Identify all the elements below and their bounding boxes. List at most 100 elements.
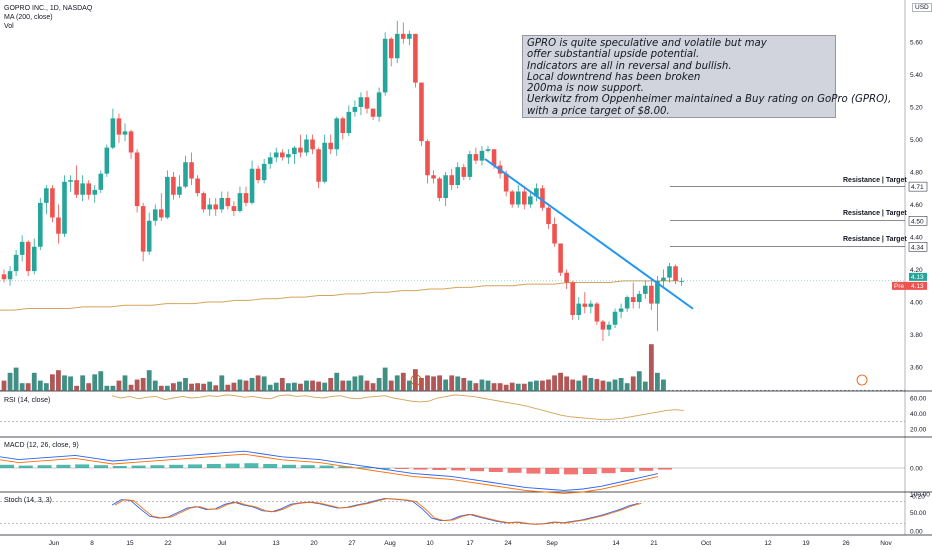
volume-bar — [171, 383, 176, 391]
volume-bar — [473, 383, 479, 391]
volume-bar — [346, 380, 352, 391]
macd-histogram-bar — [56, 464, 71, 468]
candle-body — [292, 147, 297, 155]
currency-badge[interactable]: USD — [912, 3, 932, 12]
candle-body — [86, 183, 91, 195]
volume-bar — [630, 376, 636, 391]
candle-body — [425, 141, 430, 176]
volume-bar — [201, 383, 207, 391]
volume-bar — [552, 375, 557, 391]
volume-bar — [13, 367, 19, 391]
volume-bar — [376, 378, 382, 391]
trendline — [484, 158, 694, 310]
candle-body — [74, 180, 79, 195]
rsi-line — [111, 394, 685, 421]
volume-bar — [636, 371, 642, 391]
candle-body — [534, 188, 539, 197]
volume-bar — [546, 379, 551, 391]
volume-bar — [122, 375, 128, 391]
symbol-legend: GOPRO INC., 1D, NASDAQ MA (200, close) V… — [4, 4, 92, 31]
volume-bar — [273, 382, 279, 391]
candle-body — [485, 149, 491, 151]
macd-histogram-bar — [582, 468, 597, 474]
macd-histogram-bar — [131, 465, 146, 468]
x-tick-label: 27 — [348, 540, 356, 547]
volume-bar — [1, 380, 7, 391]
volume-bar — [249, 378, 255, 391]
x-tick-label: Oct — [701, 540, 711, 547]
x-tick-label: 26 — [842, 540, 850, 547]
macd-histogram-bar — [169, 464, 184, 468]
volume-bar — [449, 375, 455, 391]
macd-tick-label: -0.20 — [910, 494, 925, 501]
volume-bar — [394, 375, 400, 391]
note-line: Local downtrend has been broken — [527, 71, 701, 83]
volume-bar — [358, 375, 364, 391]
candle-body — [62, 181, 67, 234]
volume-bar — [7, 372, 13, 391]
candle-body — [600, 321, 606, 330]
rsi-tick-label: 20.00 — [910, 427, 927, 434]
candle-body — [582, 303, 588, 307]
volume-bar — [648, 344, 654, 391]
volume-bar — [425, 375, 430, 391]
candle-body — [576, 303, 582, 315]
candle-body — [98, 173, 104, 190]
candle-body — [552, 224, 557, 244]
volume-bar — [588, 378, 594, 391]
candle-body — [352, 107, 358, 112]
volume-bar — [642, 381, 648, 391]
ma-legend: MA (200, close) — [4, 14, 53, 21]
volume-bar — [86, 383, 92, 391]
volume-bar — [80, 375, 86, 391]
volume-bar — [467, 380, 473, 391]
candle-body — [401, 33, 406, 39]
candle-body — [479, 150, 485, 161]
volume-bar — [158, 385, 164, 391]
volume-bar — [225, 384, 231, 391]
candle-body — [116, 118, 122, 135]
stoch-tick-label: 50.00 — [910, 510, 927, 517]
volume-bar — [564, 376, 570, 391]
volume-bar — [419, 378, 424, 391]
macd-tick-label: 0.00 — [910, 466, 923, 473]
candle-body — [394, 33, 400, 59]
candle-body — [261, 163, 267, 181]
candle-body — [588, 303, 594, 307]
candle-body — [280, 152, 285, 158]
volume-bar — [279, 378, 285, 391]
price-tick-label: 4.80 — [910, 170, 923, 177]
candle-body — [207, 204, 212, 210]
candle-body — [528, 196, 533, 205]
volume-bar — [62, 375, 67, 391]
x-tick-label: Nov — [880, 540, 892, 547]
last-price-tag-box — [909, 272, 927, 281]
volume-bar — [37, 380, 43, 391]
macd-histogram-bar — [263, 464, 278, 468]
annotation-note[interactable]: GPRO is quite speculative and volatile b… — [522, 35, 891, 118]
macd-histogram-bar — [413, 468, 428, 470]
price-tick-label: 4.20 — [910, 267, 923, 274]
candle-body — [243, 193, 249, 203]
candle-body — [388, 38, 394, 59]
volume-bar — [527, 381, 533, 391]
candle-body — [44, 188, 49, 203]
level-tag-box — [908, 181, 928, 192]
volume-bar — [104, 385, 110, 391]
candle-body — [165, 176, 170, 218]
macd-histogram-bar — [470, 468, 484, 472]
volume-bar — [437, 375, 442, 391]
candle-body — [38, 202, 43, 247]
price-tick-label: 4.00 — [910, 300, 923, 307]
volume-bar — [261, 376, 267, 391]
x-tick-label: 10 — [426, 540, 434, 547]
candle-body — [110, 118, 116, 148]
level-tag: 4.50 — [911, 218, 924, 225]
volume-bar — [316, 381, 321, 391]
note-line: GPRO is quite speculative and volatile b… — [527, 38, 767, 49]
candle-body — [322, 142, 327, 182]
stoch-tick-label: 100.00 — [910, 492, 930, 499]
candle-body — [225, 198, 231, 207]
candle-body — [25, 241, 31, 272]
x-tick-label: 8 — [90, 540, 94, 547]
